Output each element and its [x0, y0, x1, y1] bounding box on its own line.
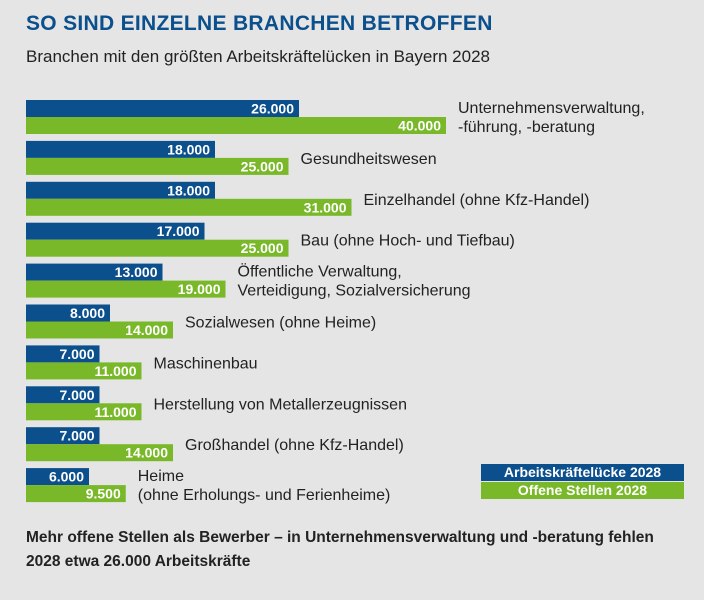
bar-stellen-1: [26, 157, 289, 175]
bar-value-label: 11.000: [94, 404, 136, 420]
bar-value-label: 14.000: [125, 445, 168, 461]
bar-luecke-5: [26, 304, 110, 322]
bar-stellen-2: [26, 198, 352, 216]
bar-stellen-6: [26, 362, 142, 380]
bar-luecke-9: [26, 468, 89, 486]
bar-value-label: 14.000: [125, 322, 168, 338]
bar-value-label: 7.000: [59, 428, 94, 444]
legend-item-arbeitskraefteluecke: Arbeitskräftelücke 2028: [481, 464, 684, 481]
bar-value-label: 6.000: [49, 469, 84, 485]
category-label: Verteidigung, Sozialversicherung: [238, 283, 471, 300]
bar-value-label: 7.000: [59, 346, 94, 362]
category-label: Heime: [138, 468, 184, 485]
bar-luecke-8: [26, 427, 100, 445]
bar-stellen-3: [26, 239, 289, 257]
bar-value-label: 13.000: [115, 264, 158, 280]
footnote: Mehr offene Stellen als Bewerber – in Un…: [26, 529, 654, 570]
bar-chart: 26.000 40.000 Unternehmensverwaltung, -führ…: [26, 100, 645, 504]
category-label: Herstellung von Metallerzeugnissen: [154, 396, 407, 413]
bar-stellen-0: [26, 117, 446, 134]
category-label: Großhandel (ohne Kfz-Handel): [185, 437, 404, 454]
bar-luecke-4: [26, 263, 163, 281]
bar-stellen-5: [26, 321, 173, 339]
bar-stellen-9: [26, 485, 126, 503]
bar-value-label: 19.000: [178, 281, 221, 297]
bar-value-label: 17.000: [157, 223, 200, 239]
chart-subtitle: Branchen mit den größten Arbeitskräftelü…: [26, 47, 490, 66]
category-label: Unternehmensverwaltung,: [458, 100, 645, 117]
bar-value-label: 25.000: [241, 240, 284, 256]
bar-value-label: 8.000: [70, 305, 105, 321]
category-label: Gesundheitswesen: [301, 151, 437, 168]
category-label: Bau (ohne Hoch- und Tiefbau): [301, 233, 515, 250]
bar-value-label: 9.500: [86, 486, 121, 502]
legend-item-offene-stellen: Offene Stellen 2028: [481, 482, 684, 499]
category-label: Einzelhandel (ohne Kfz-Handel): [364, 192, 590, 209]
category-label: Sozialwesen (ohne Heime): [185, 315, 376, 332]
bar-value-label: 7.000: [59, 387, 94, 403]
bar-luecke-6: [26, 345, 100, 363]
bar-value-label: 11.000: [94, 363, 136, 379]
legend: Arbeitskräftelücke 2028 Offene Stellen 2…: [481, 464, 684, 500]
bar-stellen-8: [26, 444, 173, 462]
category-label: -führung, -beratung: [458, 119, 595, 136]
bar-luecke-7: [26, 386, 100, 404]
bar-luecke-1: [26, 140, 215, 158]
bar-value-label: 31.000: [304, 199, 347, 215]
bar-value-label: 26.000: [251, 101, 294, 117]
category-label: Öffentliche Verwaltung,: [238, 263, 402, 281]
bar-value-label: 40.000: [398, 118, 441, 134]
bar-luecke-0: [26, 100, 299, 117]
bar-value-label: 25.000: [241, 158, 284, 174]
bar-value-label: 18.000: [167, 141, 210, 157]
chart-title: SO SIND EINZELNE BRANCHEN BETROFFEN: [26, 12, 493, 35]
bar-luecke-2: [26, 181, 215, 199]
bar-stellen-7: [26, 403, 142, 421]
bar-value-label: 18.000: [167, 182, 210, 198]
bar-stellen-4: [26, 280, 226, 298]
category-label: (ohne Erholungs- und Ferienheime): [138, 487, 391, 504]
bar-luecke-3: [26, 222, 205, 240]
category-label: Maschinenbau: [154, 355, 258, 372]
